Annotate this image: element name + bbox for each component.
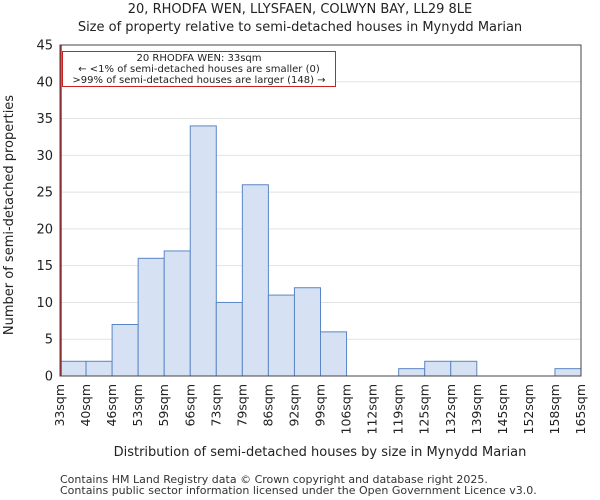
x-axis-label: Distribution of semi-detached houses by …	[114, 445, 527, 460]
x-tick-label: 139sqm	[469, 384, 484, 434]
bar-33sqm	[59, 360, 87, 377]
x-tick-label: 165sqm	[573, 384, 588, 434]
bar-46sqm	[111, 324, 139, 377]
x-tick-label: 99sqm	[313, 384, 328, 427]
bar-40sqm	[85, 360, 113, 377]
bar-53sqm	[137, 257, 165, 377]
y-tick-label: 35	[36, 112, 53, 127]
y-tick-label: 30	[36, 149, 53, 164]
x-tick-label: 46sqm	[104, 384, 119, 427]
x-tick-label: 145sqm	[495, 384, 510, 434]
x-tick-label: 158sqm	[547, 384, 562, 434]
bar-92sqm	[293, 287, 322, 377]
axes	[59, 44, 582, 377]
annotation-line-1: 20 RHODFA WEN: 33sqm	[136, 53, 262, 64]
plot-frame	[59, 44, 582, 377]
y-tick-label: 40	[36, 75, 53, 90]
y-tick-label: 20	[36, 222, 53, 237]
annotation-line-3: >99% of semi-detached houses are larger …	[72, 75, 326, 86]
annotation-line-2: ← <1% of semi-detached houses are smalle…	[78, 64, 320, 75]
x-tick-label: 73sqm	[208, 384, 223, 427]
bars	[59, 125, 582, 377]
bar-158sqm	[554, 368, 582, 377]
y-tick-label: 15	[36, 259, 53, 274]
x-tick-label: 119sqm	[391, 384, 406, 434]
x-tick-label: 132sqm	[443, 384, 458, 434]
bar-119sqm	[398, 368, 426, 377]
x-tick-label: 86sqm	[260, 384, 275, 427]
x-tick-label: 66sqm	[182, 384, 197, 427]
y-tick-label: 10	[36, 296, 53, 311]
bar-99sqm	[320, 331, 348, 377]
x-tick-label: 92sqm	[286, 384, 301, 427]
x-tick-label: 152sqm	[521, 384, 536, 434]
y-tick-label: 45	[36, 39, 53, 54]
footer-line-1: Contains HM Land Registry data © Crown c…	[60, 473, 488, 486]
annotation-box: 20 RHODFA WEN: 33sqm ← <1% of semi-detac…	[62, 51, 336, 87]
x-tick-label: 40sqm	[78, 384, 93, 427]
x-tick-label: 59sqm	[156, 384, 171, 427]
bar-73sqm	[215, 301, 243, 377]
y-tick-labels: 0 5 10 15 20 25 30 35 40 45	[36, 39, 53, 385]
chart-subtitle: Size of property relative to semi-detach…	[77, 20, 523, 35]
footer-line-2: Contains public sector information licen…	[60, 484, 537, 497]
x-tick-labels: 33sqm 40sqm 46sqm 53sqm 59sqm 66sqm 73sqm 79sqm…	[52, 384, 588, 434]
y-tick-label: 25	[36, 186, 53, 201]
bar-66sqm	[189, 125, 217, 377]
y-tick-label: 0	[45, 370, 53, 385]
x-tick-label: 125sqm	[417, 384, 432, 434]
y-tick-label: 5	[45, 333, 53, 348]
bar-79sqm	[241, 184, 269, 377]
bar-125sqm	[424, 360, 452, 377]
x-tick-label: 106sqm	[339, 384, 354, 434]
x-tick-label: 79sqm	[234, 384, 249, 427]
bar-132sqm	[450, 360, 478, 377]
x-tick-label: 53sqm	[130, 384, 145, 427]
chart-title: 20, RHODFA WEN, LLYSFAEN, COLWYN BAY, LL…	[127, 2, 473, 17]
bar-86sqm	[267, 294, 295, 377]
y-axis-label: Number of semi-detached properties	[2, 95, 17, 335]
x-tick-label: 112sqm	[365, 384, 380, 434]
x-tick-label: 33sqm	[52, 384, 67, 427]
bar-59sqm	[163, 250, 191, 377]
